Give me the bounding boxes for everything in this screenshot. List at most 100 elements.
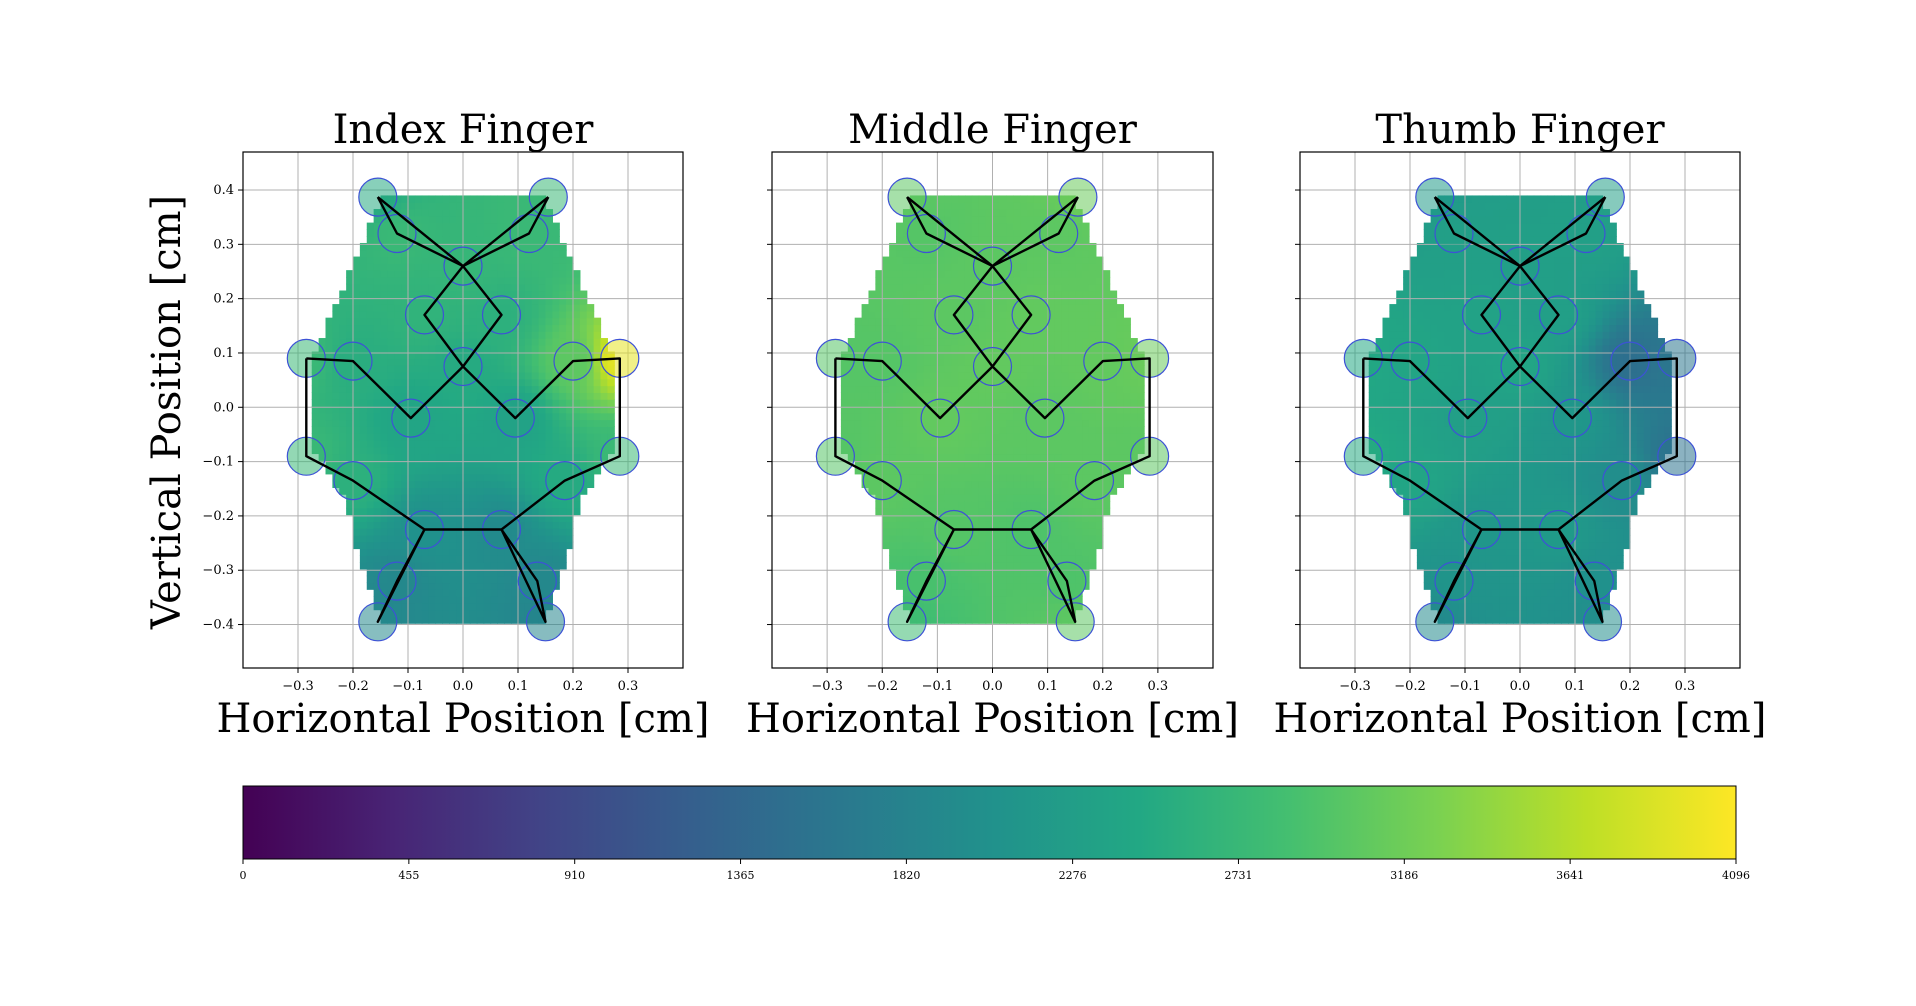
heatmap-cell [937, 358, 945, 366]
heatmap-cell [442, 480, 450, 488]
heatmap-cell [1013, 256, 1021, 264]
heatmap-cell [573, 446, 581, 455]
heatmap-cell [559, 249, 567, 258]
heatmap-cell [504, 365, 512, 373]
heatmap-cell [1123, 453, 1131, 461]
heatmap-cell [1040, 371, 1049, 380]
heatmap-cell [1061, 317, 1069, 326]
heatmap-cell [586, 338, 595, 346]
heatmap-cell [992, 304, 1000, 312]
heatmap-cell [923, 514, 932, 522]
heatmap-cell [414, 480, 423, 488]
heatmap-cell [476, 528, 485, 536]
heatmap-cell [401, 616, 409, 624]
heatmap-cell [353, 541, 361, 550]
heatmap-cell [1116, 467, 1125, 475]
heatmap-cell [442, 236, 450, 244]
heatmap-cell [1430, 405, 1439, 414]
heatmap-cell [1095, 290, 1104, 298]
heatmap-cell [909, 541, 918, 550]
heatmap-cell [607, 419, 615, 427]
heatmap-cell [1026, 562, 1035, 570]
heatmap-cell [1423, 290, 1432, 298]
heatmap-cell [1130, 412, 1138, 421]
heatmap-cell [1047, 616, 1056, 624]
heatmap-cell [552, 500, 560, 509]
heatmap-cell [1006, 371, 1014, 380]
heatmap-cell [1054, 371, 1063, 380]
heatmap-cell [944, 480, 952, 488]
heatmap-cell [504, 453, 512, 461]
heatmap-cell [463, 541, 471, 550]
heatmap-cell [889, 439, 897, 448]
heatmap-cell [1423, 338, 1432, 346]
grid [772, 152, 1213, 668]
heatmap-cell [373, 222, 382, 230]
heatmap-cell [559, 290, 567, 298]
heatmap-cell [428, 276, 437, 285]
heatmap-cell [944, 249, 952, 258]
heatmap-cell [1075, 358, 1083, 366]
heatmap-cell [1095, 378, 1104, 387]
heatmap-cell [359, 392, 368, 400]
heatmap-cell [1033, 365, 1042, 373]
heatmap-cell [882, 507, 890, 516]
heatmap-cell [875, 412, 883, 421]
heatmap-cell [1047, 467, 1056, 475]
heatmap-cell [394, 467, 402, 475]
heatmap-cell [1033, 616, 1042, 624]
heatmap-cell [916, 378, 925, 387]
heatmap-cell [359, 439, 368, 448]
heatmap-cell [1013, 290, 1021, 298]
heatmap-cell [538, 446, 547, 455]
heatmap-cell [909, 555, 918, 563]
heatmap-cell [909, 439, 918, 448]
heatmap-cell [889, 378, 897, 387]
heatmap-cell [408, 385, 416, 393]
heatmap-cell [937, 338, 945, 346]
heatmap-cell [559, 548, 567, 556]
heatmap-cell [909, 562, 918, 570]
heatmap-cell [463, 596, 471, 604]
heatmap-cell [414, 290, 423, 298]
heatmap-cell [909, 351, 918, 359]
heatmap-cell [999, 534, 1007, 543]
heatmap-cell [1033, 209, 1042, 217]
heatmap-cell [978, 589, 987, 597]
heatmap-cell [579, 385, 588, 393]
heatmap-cell [1033, 467, 1042, 475]
heatmap-cell [1026, 385, 1035, 393]
heatmap-cell [896, 378, 904, 387]
heatmap-cell [971, 460, 980, 468]
heatmap-cell [1088, 283, 1097, 292]
heatmap-cell [999, 392, 1007, 400]
heatmap-cell [332, 453, 340, 461]
heatmap-cell [923, 521, 932, 529]
heatmap-cell [1075, 331, 1083, 339]
heatmap-cell [889, 507, 897, 516]
heatmap-cell [1109, 426, 1118, 434]
heatmap-cell [978, 609, 987, 617]
heatmap-cell [978, 500, 987, 509]
heatmap-cell [346, 507, 354, 516]
heatmap-cell [311, 426, 320, 434]
heatmap-cell [937, 616, 945, 624]
heatmap-cell [861, 412, 870, 421]
heatmap-cell [1054, 548, 1063, 556]
heatmap-cell [971, 412, 980, 421]
heatmap-cell [545, 453, 553, 461]
heatmap-cell [1020, 473, 1028, 482]
heatmap-cell [944, 392, 952, 400]
heatmap-cell [971, 310, 980, 319]
heatmap-cell [1430, 541, 1439, 550]
heatmap-cell [387, 439, 395, 448]
heatmap-cell [559, 426, 567, 434]
heatmap-cell [944, 555, 952, 563]
heatmap-cell [902, 310, 911, 319]
heatmap-cell [1410, 317, 1418, 326]
heatmap-cell [428, 582, 437, 590]
heatmap-cell [469, 283, 478, 292]
heatmap-cell [1082, 399, 1090, 407]
heatmap-cell [449, 412, 457, 421]
